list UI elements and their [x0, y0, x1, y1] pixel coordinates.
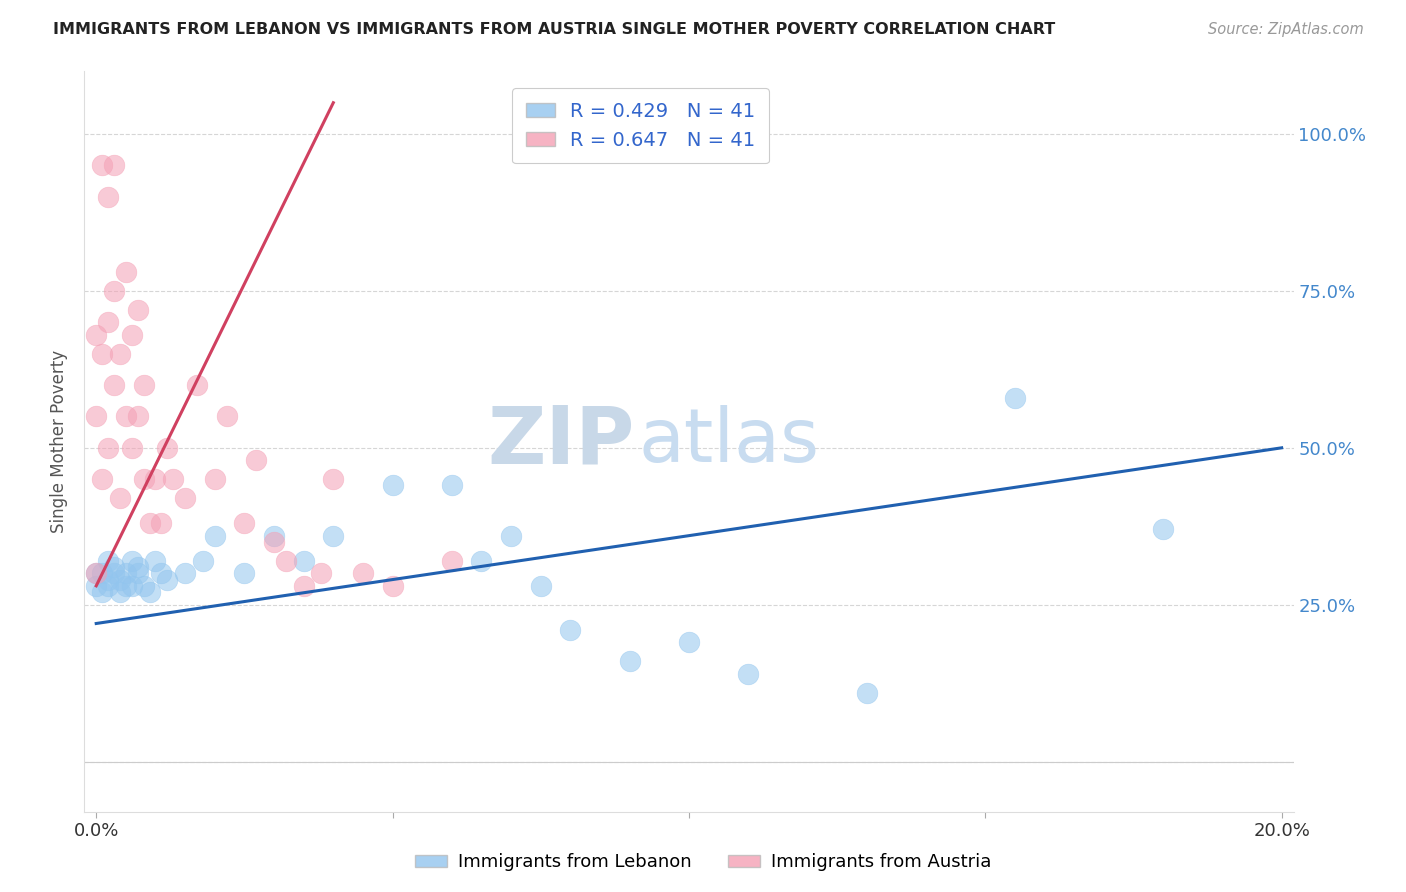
- Point: [91, 566, 114, 581]
- Point: [855, 685, 877, 699]
- Point: [138, 585, 160, 599]
- Point: [1152, 522, 1174, 536]
- Point: [440, 554, 463, 568]
- Point: [233, 516, 256, 530]
- Point: [186, 378, 208, 392]
- Point: [127, 560, 149, 574]
- Point: [97, 579, 120, 593]
- Text: Source: ZipAtlas.com: Source: ZipAtlas.com: [1208, 22, 1364, 37]
- Point: [91, 159, 114, 173]
- Point: [103, 566, 125, 581]
- Point: [381, 478, 404, 492]
- Point: [84, 566, 107, 581]
- Text: atlas: atlas: [638, 405, 820, 478]
- Point: [115, 409, 138, 424]
- Point: [84, 566, 107, 581]
- Point: [103, 378, 125, 392]
- Point: [97, 315, 120, 329]
- Point: [108, 573, 131, 587]
- Point: [381, 579, 404, 593]
- Point: [97, 573, 120, 587]
- Point: [174, 491, 197, 505]
- Point: [440, 478, 463, 492]
- Point: [470, 554, 492, 568]
- Point: [127, 409, 149, 424]
- Point: [204, 472, 226, 486]
- Point: [132, 579, 155, 593]
- Point: [108, 347, 131, 361]
- Point: [215, 409, 238, 424]
- Point: [115, 566, 138, 581]
- Point: [121, 327, 143, 342]
- Point: [322, 529, 344, 543]
- Point: [97, 554, 120, 568]
- Point: [150, 516, 173, 530]
- Point: [91, 347, 114, 361]
- Point: [233, 566, 256, 581]
- Point: [97, 190, 120, 204]
- Point: [737, 666, 759, 681]
- Point: [191, 554, 214, 568]
- Point: [156, 573, 179, 587]
- Point: [103, 284, 125, 298]
- Point: [204, 529, 226, 543]
- Point: [84, 327, 107, 342]
- Point: [245, 453, 267, 467]
- Point: [352, 566, 374, 581]
- Point: [132, 472, 155, 486]
- Point: [127, 302, 149, 317]
- Point: [501, 529, 523, 543]
- Point: [97, 441, 120, 455]
- Point: [162, 472, 184, 486]
- Point: [84, 409, 107, 424]
- Point: [678, 635, 700, 649]
- Point: [103, 159, 125, 173]
- Point: [121, 579, 143, 593]
- Point: [156, 441, 179, 455]
- Point: [292, 554, 315, 568]
- Legend: Immigrants from Lebanon, Immigrants from Austria: Immigrants from Lebanon, Immigrants from…: [408, 847, 998, 879]
- Point: [108, 585, 131, 599]
- Text: ZIP: ZIP: [488, 402, 634, 481]
- Point: [132, 378, 155, 392]
- Point: [138, 516, 160, 530]
- Point: [619, 654, 641, 668]
- Point: [274, 554, 297, 568]
- Point: [127, 566, 149, 581]
- Point: [263, 529, 285, 543]
- Point: [84, 579, 107, 593]
- Point: [115, 579, 138, 593]
- Point: [174, 566, 197, 581]
- Text: IMMIGRANTS FROM LEBANON VS IMMIGRANTS FROM AUSTRIA SINGLE MOTHER POVERTY CORRELA: IMMIGRANTS FROM LEBANON VS IMMIGRANTS FR…: [53, 22, 1056, 37]
- Y-axis label: Single Mother Poverty: Single Mother Poverty: [51, 350, 69, 533]
- Point: [91, 585, 114, 599]
- Point: [145, 472, 167, 486]
- Point: [145, 554, 167, 568]
- Point: [108, 491, 131, 505]
- Point: [560, 623, 582, 637]
- Point: [311, 566, 333, 581]
- Point: [150, 566, 173, 581]
- Point: [121, 441, 143, 455]
- Point: [1004, 391, 1026, 405]
- Point: [292, 579, 315, 593]
- Point: [91, 472, 114, 486]
- Point: [115, 265, 138, 279]
- Point: [103, 560, 125, 574]
- Point: [322, 472, 344, 486]
- Point: [263, 535, 285, 549]
- Point: [121, 554, 143, 568]
- Point: [530, 579, 553, 593]
- Legend: R = 0.429   N = 41, R = 0.647   N = 41: R = 0.429 N = 41, R = 0.647 N = 41: [512, 88, 769, 163]
